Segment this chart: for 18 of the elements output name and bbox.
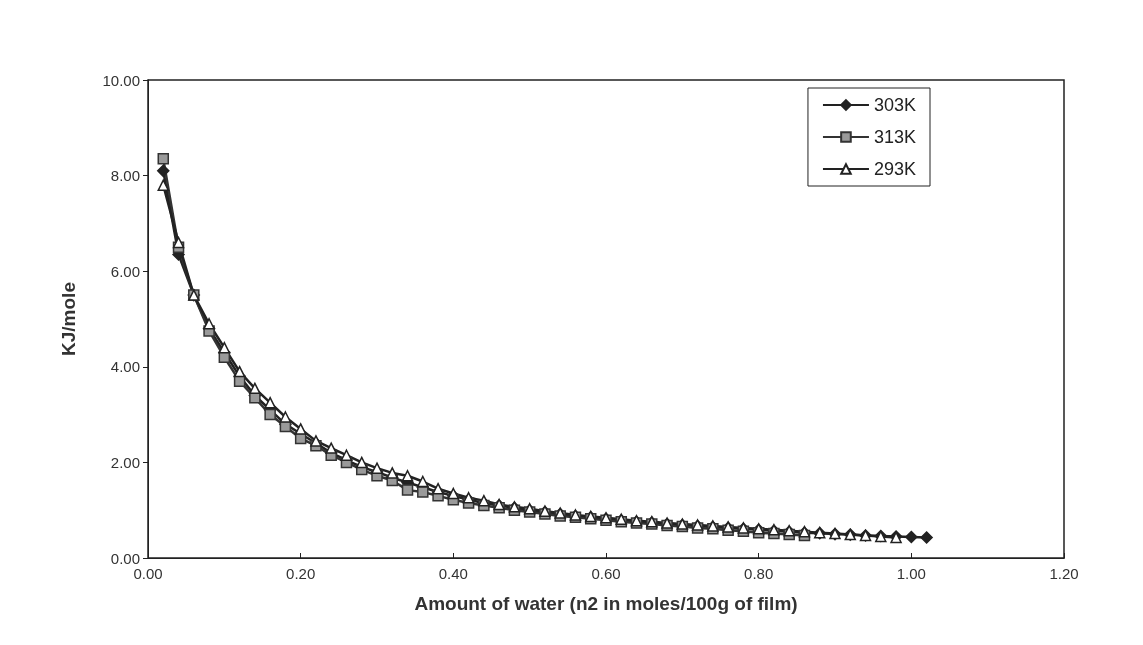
x-tick-label: 0.00 [133, 565, 163, 582]
legend-label: 303K [873, 95, 917, 115]
y-tick-label: 6.00 [110, 262, 140, 280]
y-tick-label: 0.00 [110, 549, 140, 567]
x-tick-label: 0.40 [438, 565, 468, 582]
y-axis-title: KJ/mole [58, 282, 79, 356]
x-tick-label: 0.80 [744, 565, 774, 582]
legend-label: 313K [873, 127, 917, 147]
x-tick-label: 1.20 [1049, 565, 1079, 582]
y-tick-label: 8.00 [110, 167, 140, 185]
x-tick-label: 0.20 [286, 565, 316, 582]
x-tick-label: 0.60 [591, 565, 621, 582]
x-tick-label: 1.00 [896, 565, 926, 582]
x-axis-title: Amount of water (n2 in moles/100g of film) [414, 593, 798, 614]
legend-label: 293K [873, 159, 917, 179]
y-tick-label: 4.00 [110, 358, 140, 376]
y-tick-label: 2.00 [110, 453, 140, 471]
y-tick-label: 10.00 [102, 71, 140, 89]
